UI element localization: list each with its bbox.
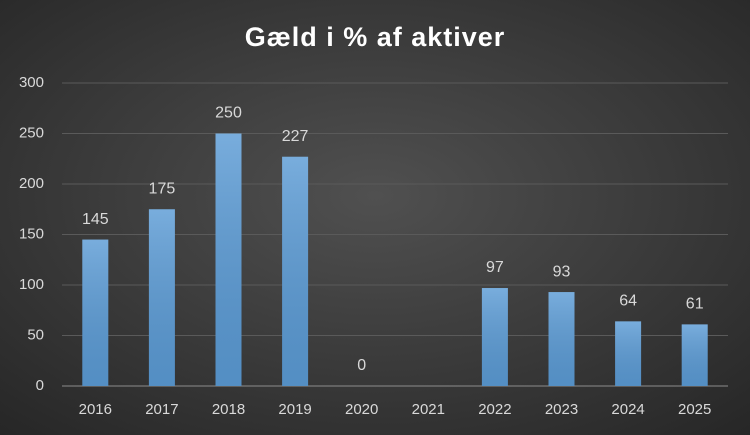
x-tick-label: 2024 (611, 401, 644, 418)
y-tick-label: 300 (19, 74, 44, 91)
chart-title: Gæld i % af aktiver (245, 22, 506, 52)
bar-shine (282, 156, 309, 386)
y-tick-label: 150 (19, 225, 44, 242)
value-label: 97 (486, 259, 504, 276)
bar-shine (82, 239, 109, 386)
x-tick-label: 2021 (412, 401, 445, 418)
value-label: 175 (149, 180, 176, 197)
bar-shine (481, 288, 508, 386)
y-tick-label: 100 (19, 276, 44, 293)
value-label: 61 (686, 296, 704, 313)
bar-shine (215, 133, 242, 386)
x-tick-label: 2016 (79, 401, 112, 418)
value-label: 64 (619, 293, 637, 310)
bar-shine (681, 324, 708, 386)
x-tick-label: 2019 (278, 401, 311, 418)
value-label: 227 (282, 128, 309, 145)
bar-shine (148, 209, 175, 386)
y-tick-label: 200 (19, 175, 44, 192)
x-tick-label: 2020 (345, 401, 378, 418)
value-label: 93 (553, 263, 571, 280)
x-tick-label: 2018 (212, 401, 245, 418)
value-label: 0 (357, 357, 366, 374)
y-tick-label: 250 (19, 124, 44, 141)
value-label: 145 (82, 211, 109, 228)
bar-shine (615, 321, 642, 386)
x-tick-label: 2025 (678, 401, 711, 418)
x-tick-label: 2022 (478, 401, 511, 418)
x-tick-label: 2017 (145, 401, 178, 418)
bar-shine (548, 292, 575, 386)
y-tick-label: 0 (36, 377, 44, 394)
x-tick-label: 2023 (545, 401, 578, 418)
value-label: 250 (215, 105, 242, 122)
y-tick-label: 50 (27, 326, 44, 343)
